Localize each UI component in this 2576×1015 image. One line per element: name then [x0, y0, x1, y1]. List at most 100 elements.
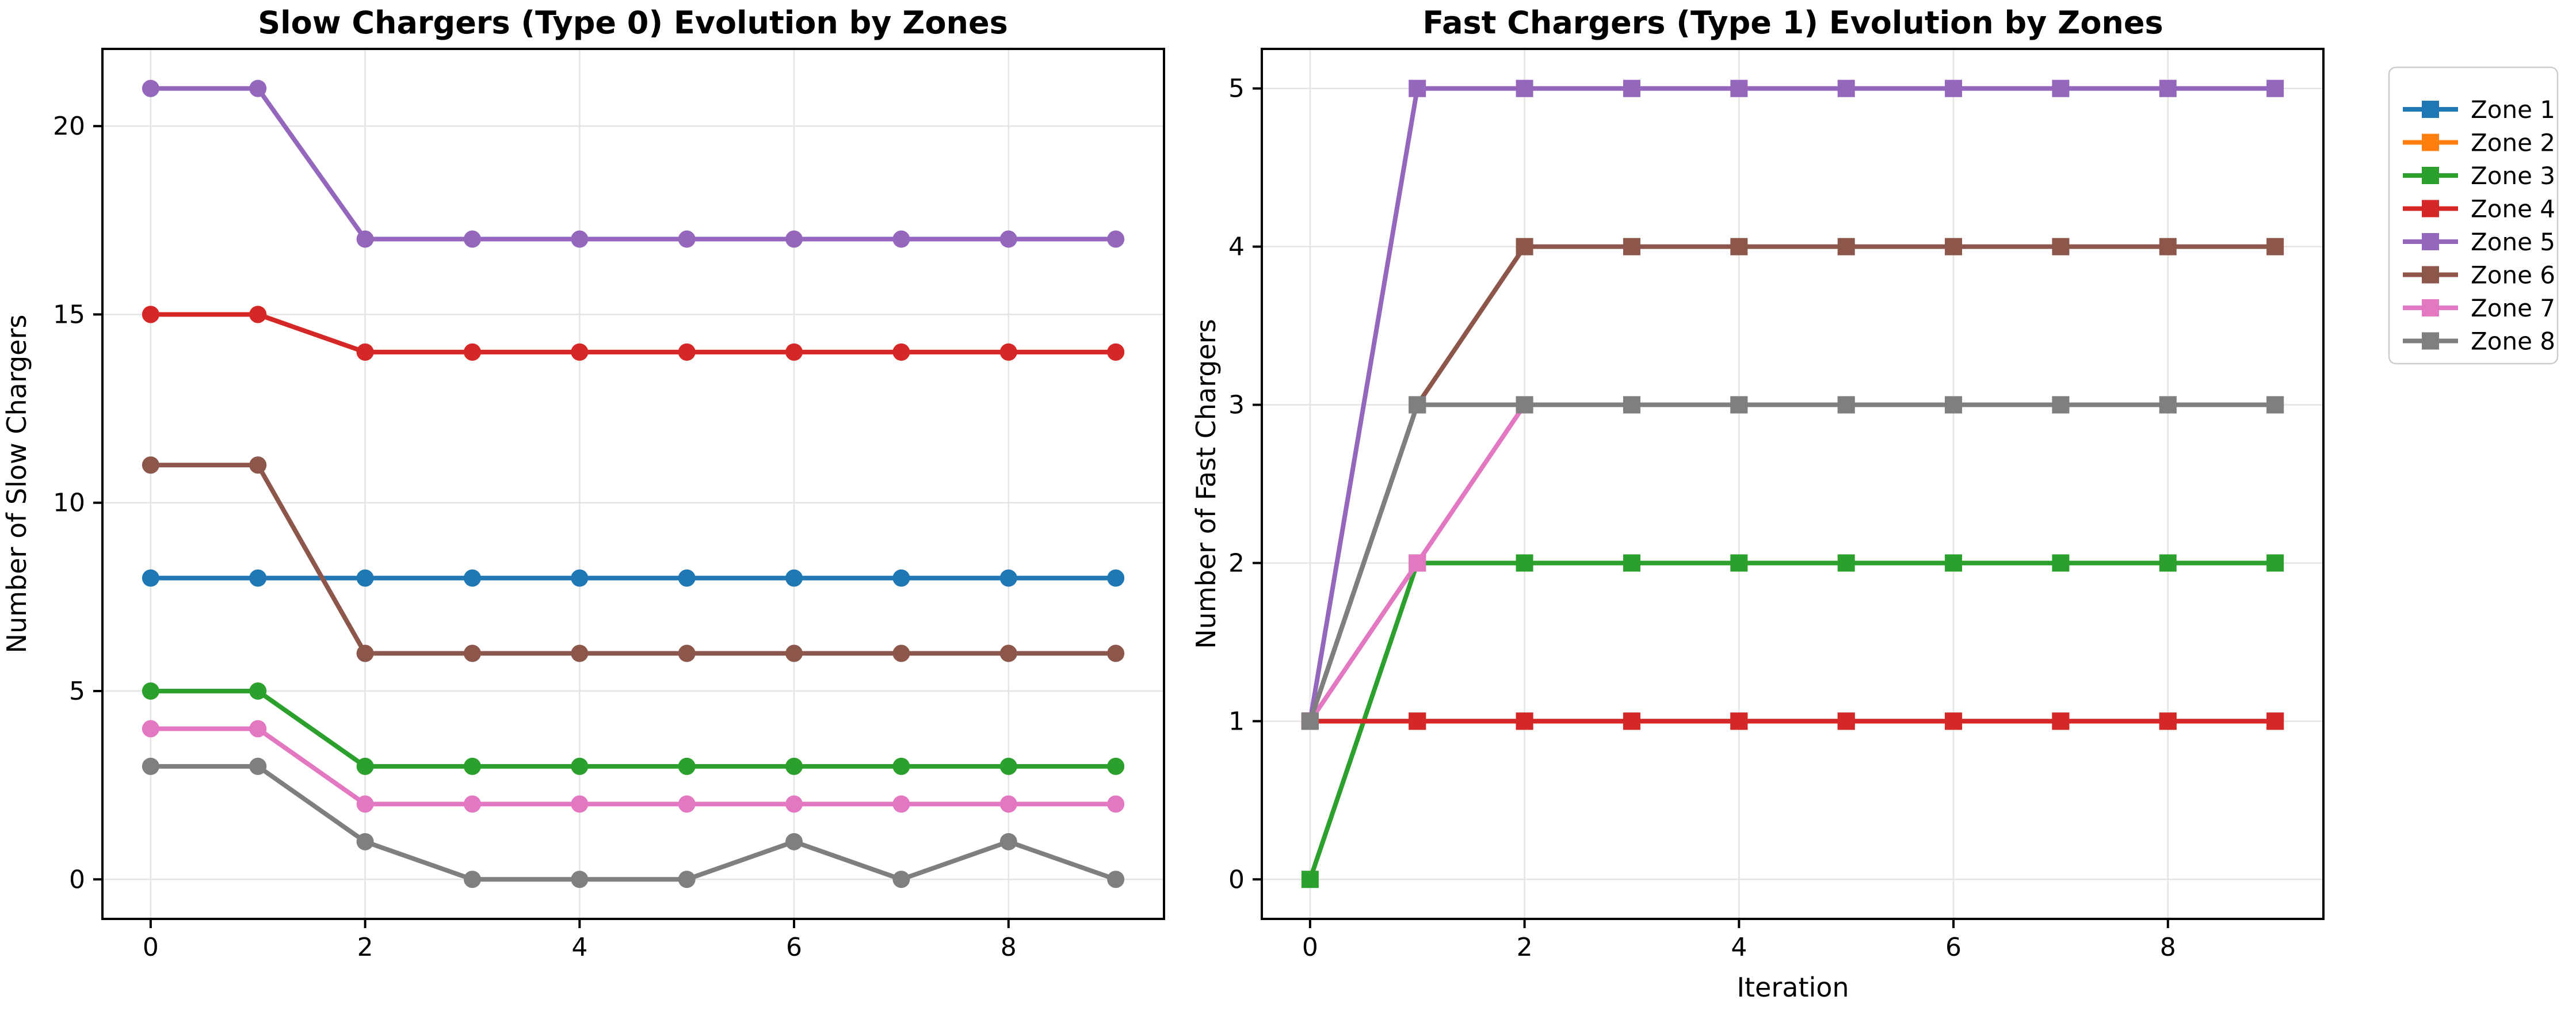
circle-marker: [463, 569, 481, 587]
circle-marker: [678, 871, 696, 888]
circle-marker: [999, 644, 1017, 662]
y-tick-label: 3: [1228, 391, 1245, 420]
square-marker: [1730, 396, 1748, 414]
square-marker: [1837, 554, 1855, 572]
legend-item-zone-2: Zone 2: [2403, 129, 2555, 157]
circle-marker: [678, 343, 696, 361]
circle-marker: [785, 569, 803, 587]
legend-swatch-marker: [2422, 133, 2439, 151]
square-marker: [1516, 712, 1533, 730]
legend-item-zone-6: Zone 6: [2403, 261, 2555, 289]
x-tick-label: 8: [1001, 933, 1017, 962]
y-tick-label: 0: [1228, 865, 1245, 894]
plot-border: [101, 48, 1165, 920]
fast-chargers-chart: 0 2 4 6 8 0 1 2 3 4 5: [1228, 48, 2325, 962]
square-marker: [1945, 554, 1963, 572]
circle-marker: [678, 757, 696, 775]
x-tick-label: 2: [357, 933, 373, 962]
circle-marker: [1107, 795, 1125, 813]
circle-marker: [463, 644, 481, 662]
circle-marker: [892, 795, 910, 813]
legend-item-label: Zone 4: [2471, 195, 2555, 223]
square-marker: [2052, 79, 2070, 97]
legend-item-zone-3: Zone 3: [2403, 162, 2555, 190]
circle-marker: [463, 757, 481, 775]
circle-marker: [249, 79, 267, 97]
circle-marker: [463, 230, 481, 248]
circle-marker: [249, 569, 267, 587]
circle-marker: [1107, 757, 1125, 775]
circle-marker: [1107, 871, 1125, 888]
legend-item-zone-7: Zone 7: [2403, 294, 2555, 322]
square-marker: [1837, 238, 1855, 255]
square-marker: [1945, 712, 1963, 730]
x-tick-label: 4: [571, 933, 587, 962]
square-marker: [2159, 554, 2177, 572]
slow-chargers-chart: 0 2 4 6 8 0 5 10 15 20: [53, 48, 1165, 962]
y-tick-label: 15: [53, 300, 85, 329]
series-zone-4: [142, 306, 1125, 361]
square-marker: [2159, 238, 2177, 255]
circle-marker: [463, 871, 481, 888]
circle-marker: [785, 644, 803, 662]
square-marker: [1730, 238, 1748, 255]
square-marker: [1301, 712, 1319, 730]
square-marker: [1623, 554, 1640, 572]
circle-marker: [142, 306, 159, 323]
series-zone-4: [1301, 712, 2284, 730]
y-tick-label: 20: [53, 112, 85, 141]
square-marker: [2266, 554, 2284, 572]
legend-item-zone-1: Zone 1: [2403, 96, 2555, 124]
circle-marker: [142, 569, 159, 587]
y-tick-label: 0: [69, 865, 85, 894]
circle-marker: [1107, 343, 1125, 361]
y-tick-label: 2: [1228, 548, 1245, 578]
circle-marker: [1107, 569, 1125, 587]
y-tick-label: 10: [53, 489, 85, 518]
square-marker: [2052, 554, 2070, 572]
square-marker: [1623, 79, 1640, 97]
x-tick-label: 6: [1945, 933, 1961, 962]
circle-marker: [999, 757, 1017, 775]
legend-item-label: Zone 7: [2471, 294, 2555, 322]
circle-marker: [356, 230, 374, 248]
circle-marker: [356, 833, 374, 850]
circle-marker: [892, 569, 910, 587]
series-zone-8: [142, 757, 1125, 888]
plot-border: [1261, 48, 2325, 920]
circle-marker: [892, 644, 910, 662]
circle-marker: [892, 230, 910, 248]
square-marker: [2052, 712, 2070, 730]
x-tick-label: 4: [1731, 933, 1747, 962]
circle-marker: [356, 569, 374, 587]
circle-marker: [249, 682, 267, 700]
legend-item-zone-8: Zone 8: [2403, 327, 2555, 356]
square-marker: [2052, 238, 2070, 255]
circle-marker: [356, 644, 374, 662]
square-marker: [1945, 79, 1963, 97]
circle-marker: [571, 230, 589, 248]
circle-marker: [892, 757, 910, 775]
x-tick-label: 8: [2160, 933, 2176, 962]
circle-marker: [785, 230, 803, 248]
legend-swatch-marker: [2422, 332, 2439, 350]
circle-marker: [571, 871, 589, 888]
square-marker: [2266, 238, 2284, 255]
square-marker: [1623, 238, 1640, 255]
series-line: [148, 689, 1119, 769]
circle-marker: [463, 343, 481, 361]
legend-swatch-marker: [2422, 200, 2439, 217]
series-line: [1307, 560, 2278, 882]
series-zone-8: [1301, 396, 2284, 730]
circle-marker: [249, 456, 267, 474]
legend-swatch-marker: [2422, 266, 2439, 284]
x-tick-label: 2: [1517, 933, 1533, 962]
square-marker: [1623, 396, 1640, 414]
legend-swatch-marker: [2422, 101, 2439, 118]
series-zone-3: [142, 682, 1125, 775]
circle-marker: [142, 757, 159, 775]
circle-marker: [463, 795, 481, 813]
series-line: [148, 726, 1119, 807]
left-chart-title: Slow Chargers (Type 0) Evolution by Zone…: [258, 5, 1008, 41]
